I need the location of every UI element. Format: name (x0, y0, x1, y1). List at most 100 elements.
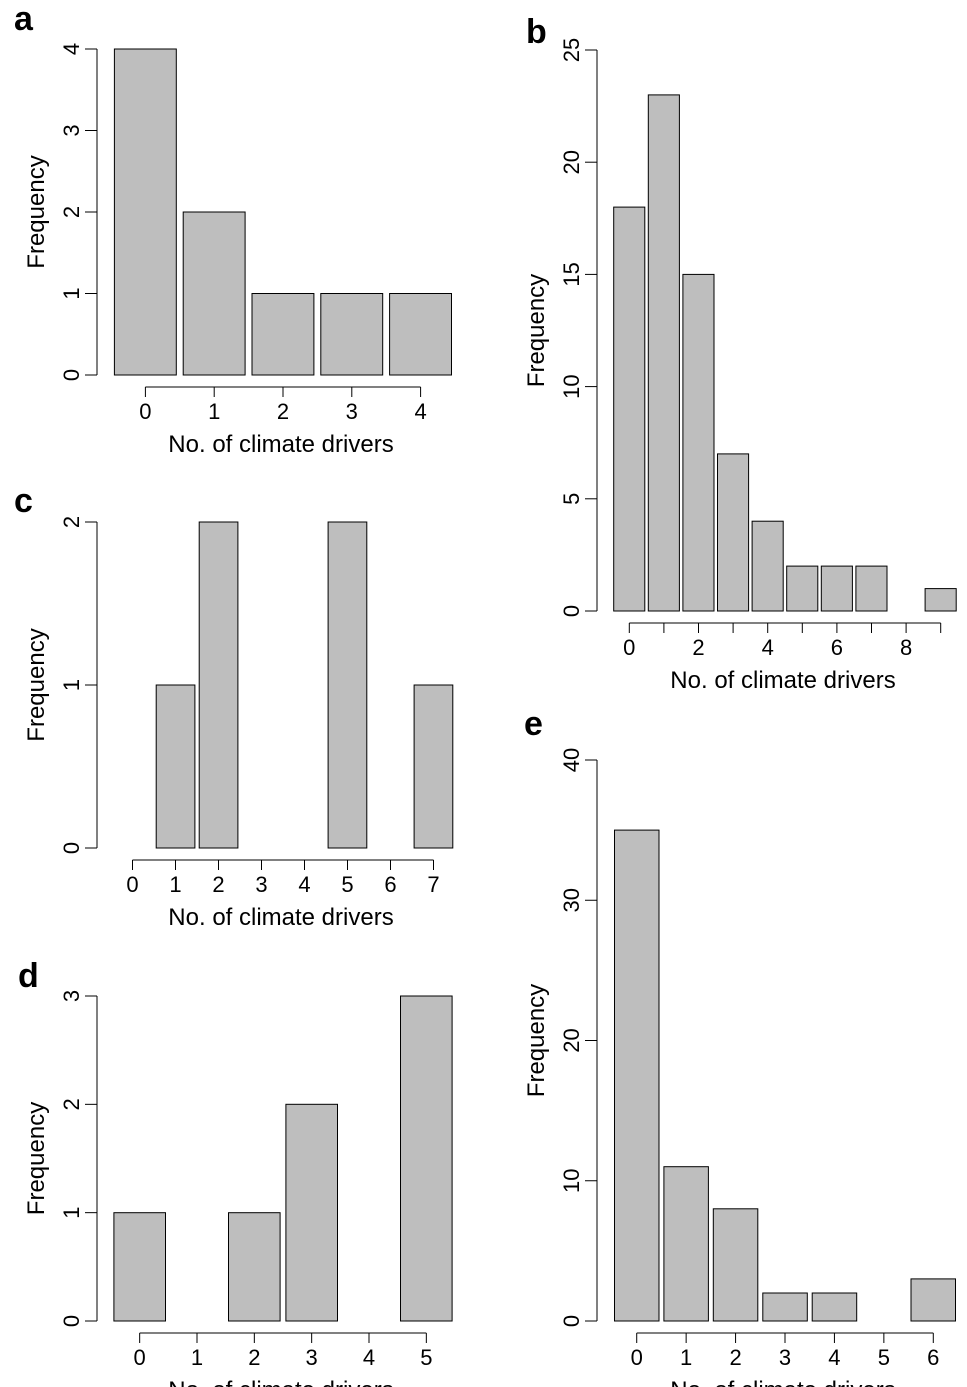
x-tick-label: 1 (191, 1345, 203, 1370)
x-tick-label: 1 (169, 872, 181, 897)
y-axis-title: Frequency (523, 984, 550, 1097)
bar-4 (751, 520, 784, 612)
y-tick-label: 1 (59, 1207, 84, 1219)
x-tick-label: 0 (631, 1345, 643, 1370)
bar-5 (786, 565, 819, 612)
y-tick-label: 0 (59, 842, 84, 854)
bar-1 (647, 94, 680, 612)
x-tick-label: 6 (927, 1345, 939, 1370)
x-tick-label: 7 (427, 872, 439, 897)
bar-9 (924, 588, 957, 612)
panel-c: 0 1 2 0 1 2 3 4 5 6 7 No. of climate drivers Frequen… (14, 482, 454, 931)
x-tick-label: 3 (306, 1345, 318, 1370)
y-tick-label: 25 (559, 38, 584, 62)
y-axis-title: Frequency (523, 274, 550, 387)
bar-2 (198, 521, 239, 849)
y-tick-label: 1 (59, 287, 84, 299)
x-tick-label: 2 (729, 1345, 741, 1370)
bar-0 (113, 48, 177, 376)
x-tick-label: 0 (139, 399, 151, 424)
y-tick-label: 3 (59, 124, 84, 136)
bar-6 (910, 1278, 956, 1322)
panel-b: 0 5 10 15 20 25 0 2 4 6 8No. of climate drivers Fre… (523, 13, 957, 694)
bar-3 (320, 293, 384, 376)
panel-label: d (18, 957, 39, 995)
panel-label: c (14, 482, 33, 520)
panel-d: 0 1 2 3 0 1 2 3 4 5 No. of climate drivers Frequenc… (18, 957, 453, 1387)
bar-2 (682, 273, 715, 612)
y-tick-label: 0 (59, 1315, 84, 1327)
x-tick-label: 5 (341, 872, 353, 897)
x-tick-label: 3 (255, 872, 267, 897)
x-tick-label: 1 (208, 399, 220, 424)
x-tick-label: 2 (248, 1345, 260, 1370)
y-tick-label: 4 (59, 43, 84, 55)
x-axis-title: No. of climate drivers (168, 431, 393, 458)
bar-1 (663, 1166, 709, 1322)
x-tick-label: 4 (414, 399, 426, 424)
y-tick-label: 2 (59, 206, 84, 218)
bar-5 (327, 521, 368, 849)
y-tick-label: 20 (559, 150, 584, 174)
y-tick-label: 40 (559, 748, 584, 772)
x-tick-label: 0 (134, 1345, 146, 1370)
panel-a: 0 1 2 3 4 0 1 2 3 4 No. of climate drivers Frequenc… (14, 0, 453, 458)
x-axis-title: No. of climate drivers (670, 667, 895, 694)
bar-7 (413, 684, 454, 849)
y-tick-label: 20 (559, 1028, 584, 1052)
y-tick-label: 30 (559, 888, 584, 912)
x-axis-title: No. of climate drivers (168, 904, 393, 931)
x-tick-label: 4 (828, 1345, 840, 1370)
y-tick-label: 10 (559, 1169, 584, 1193)
bar-3 (717, 453, 750, 612)
bar-2 (251, 293, 315, 376)
bar-3 (762, 1292, 808, 1322)
bar-3 (285, 1103, 338, 1322)
x-tick-label: 2 (277, 399, 289, 424)
bar-0 (614, 829, 660, 1322)
x-tick-label: 8 (900, 635, 912, 660)
x-tick-label: 4 (298, 872, 310, 897)
y-tick-label: 0 (559, 605, 584, 617)
x-tick-label: 0 (126, 872, 138, 897)
y-axis-title: Frequency (23, 155, 50, 268)
x-tick-label: 5 (420, 1345, 432, 1370)
y-tick-label: 0 (59, 369, 84, 381)
x-tick-label: 6 (384, 872, 396, 897)
bar-4 (389, 293, 453, 376)
x-axis-title: No. of climate drivers (168, 1377, 393, 1387)
x-tick-label: 0 (623, 635, 635, 660)
y-tick-label: 2 (59, 1098, 84, 1110)
bar-4 (811, 1292, 858, 1322)
y-tick-label: 2 (59, 516, 84, 528)
bar-7 (855, 565, 888, 612)
y-tick-label: 0 (559, 1315, 584, 1327)
panel-e: 0 10 20 30 40 0 1 2 3 4 5 6 No. of climate drivers Fr… (523, 705, 956, 1387)
x-tick-label: 6 (831, 635, 843, 660)
x-tick-label: 4 (363, 1345, 375, 1370)
x-tick-label: 5 (878, 1345, 890, 1370)
y-tick-label: 10 (559, 374, 584, 398)
y-axis-title: Frequency (23, 628, 50, 741)
x-tick-label: 4 (762, 635, 774, 660)
x-tick-label: 2 (692, 635, 704, 660)
panel-label: a (14, 0, 34, 38)
y-axis-title: Frequency (23, 1102, 50, 1215)
y-tick-label: 5 (559, 493, 584, 505)
x-axis-title: No. of climate drivers (670, 1377, 895, 1387)
bar-2 (228, 1212, 281, 1322)
y-tick-label: 1 (59, 679, 84, 691)
y-tick-label: 15 (559, 262, 584, 286)
bar-1 (182, 211, 246, 376)
bar-0 (113, 1212, 166, 1322)
x-tick-label: 3 (346, 399, 358, 424)
x-tick-label: 1 (680, 1345, 692, 1370)
panel-label: e (524, 705, 543, 743)
bar-0 (613, 206, 646, 612)
bar-5 (400, 995, 453, 1322)
y-tick-label: 3 (59, 990, 84, 1002)
bar-1 (155, 684, 196, 849)
bar-6 (820, 565, 853, 612)
x-tick-label: 2 (212, 872, 224, 897)
bar-2 (712, 1208, 759, 1322)
